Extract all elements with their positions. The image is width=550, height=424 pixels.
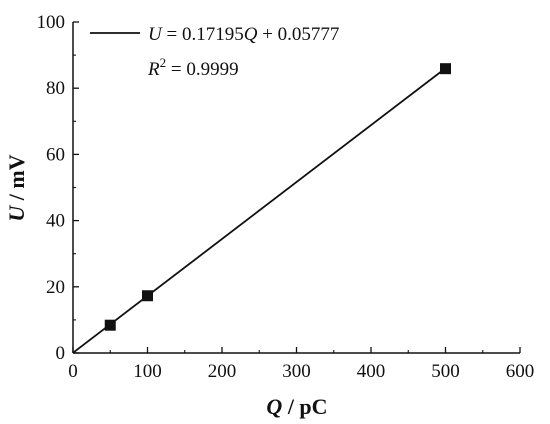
x-tick-label: 0 xyxy=(68,361,78,382)
y-tick-label: 100 xyxy=(37,12,66,33)
data-point xyxy=(104,319,116,331)
equation-var: Q xyxy=(244,24,258,45)
x-axis-unit: / pC xyxy=(282,394,327,419)
axes: 0 100 200 300 400 500 600 0 20 40 60 80 100 xyxy=(37,12,535,382)
y-axis-unit: / mV xyxy=(4,154,29,205)
legend: U = 0.17195Q + 0.05777 R2 = 0.9999 xyxy=(90,24,339,80)
x-tick-label: 100 xyxy=(133,361,162,382)
points-layer xyxy=(104,63,451,331)
equation-slope: = 0.17195 xyxy=(162,24,244,45)
fit-line xyxy=(72,67,447,354)
legend-equation: U = 0.17195Q + 0.05777 xyxy=(148,24,339,45)
y-tick-label: 40 xyxy=(46,211,65,232)
r2-value: = 0.9999 xyxy=(166,59,238,80)
y-axis-title: U / mV xyxy=(4,154,29,221)
y-tick-label: 60 xyxy=(46,144,65,165)
x-tick-label: 300 xyxy=(282,361,311,382)
x-tick-label: 600 xyxy=(506,361,535,382)
x-tick-label: 500 xyxy=(431,361,460,382)
r2-superscript: 2 xyxy=(160,55,167,70)
y-tick-label: 80 xyxy=(46,78,65,99)
fit-layer xyxy=(72,67,447,354)
y-tick-label: 20 xyxy=(46,277,65,298)
r2-base: R xyxy=(147,59,160,80)
legend-r-squared: R2 = 0.9999 xyxy=(147,55,239,80)
equation-intercept: + 0.05777 xyxy=(257,24,339,45)
data-point xyxy=(142,290,153,302)
x-tick-label: 200 xyxy=(208,361,237,382)
x-axis-title: Q / pC xyxy=(266,394,327,419)
y-axis-var: U xyxy=(4,205,29,222)
data-point xyxy=(440,63,451,75)
x-axis-var: Q xyxy=(266,394,282,419)
x-tick-label: 400 xyxy=(357,361,386,382)
equation-lhs: U xyxy=(148,24,163,45)
y-tick-label: 0 xyxy=(56,343,66,364)
